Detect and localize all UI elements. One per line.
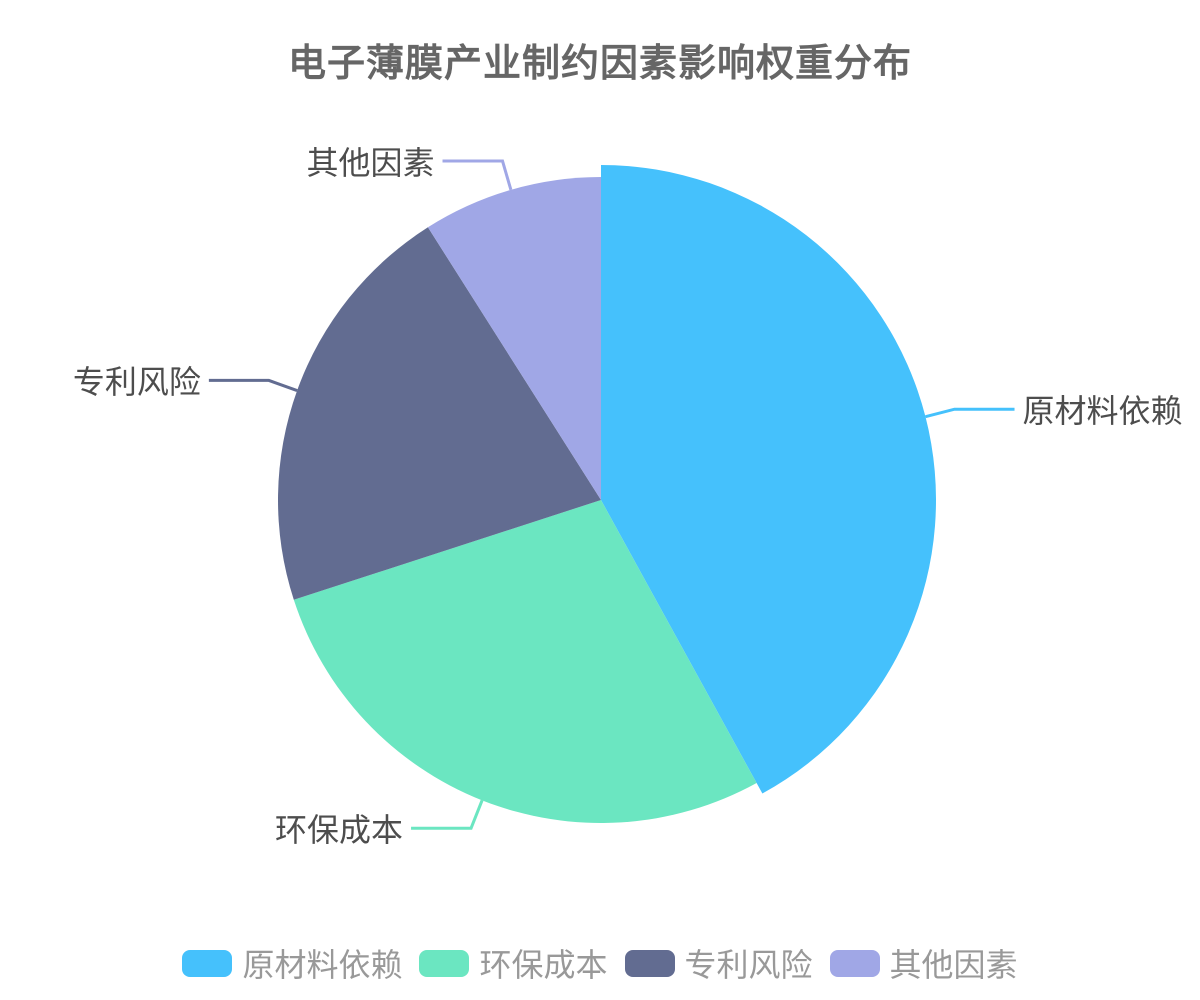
legend-item-raw-material-dependence[interactable]: 原材料依赖 bbox=[182, 940, 402, 986]
pie-label-other-factors: 其他因素 bbox=[306, 145, 435, 182]
pie-slice-patent-risk[interactable] bbox=[278, 227, 601, 600]
chart-title: 电子薄膜产业制约因素影响权重分布 bbox=[287, 43, 912, 85]
legend: 原材料依赖 环保成本 专利风险 其他因素 bbox=[0, 940, 1200, 986]
legend-item-patent-risk[interactable]: 专利风险 bbox=[624, 940, 813, 986]
legend-swatch-patent-risk bbox=[624, 949, 675, 977]
pie-slice-raw-material-dependence[interactable] bbox=[601, 165, 936, 794]
legend-item-environmental-cost[interactable]: 环保成本 bbox=[419, 940, 608, 986]
legend-item-other-factors[interactable]: 其他因素 bbox=[829, 940, 1018, 986]
label-line-environmental-cost bbox=[411, 799, 484, 830]
label-line-patent-risk bbox=[208, 378, 298, 393]
legend-swatch-other-factors bbox=[829, 949, 880, 977]
pie-slice-environmental-cost[interactable] bbox=[293, 500, 757, 824]
legend-swatch-raw-material-dependence bbox=[182, 949, 233, 977]
label-line-other-factors bbox=[442, 159, 513, 191]
pie-label-environmental-cost: 环保成本 bbox=[275, 812, 404, 849]
label-line-raw-material-dependence bbox=[925, 407, 1015, 419]
legend-label-patent-risk: 专利风险 bbox=[684, 947, 813, 983]
pie-slice-other-factors[interactable] bbox=[427, 177, 601, 500]
pie-label-patent-risk: 专利风险 bbox=[72, 364, 201, 401]
legend-label-other-factors: 其他因素 bbox=[889, 947, 1018, 983]
pie-label-raw-material-dependence: 原材料依赖 bbox=[1022, 393, 1183, 430]
legend-label-environmental-cost: 环保成本 bbox=[479, 947, 608, 983]
legend-swatch-environmental-cost bbox=[419, 949, 470, 977]
legend-label-raw-material-dependence: 原材料依赖 bbox=[242, 947, 403, 983]
